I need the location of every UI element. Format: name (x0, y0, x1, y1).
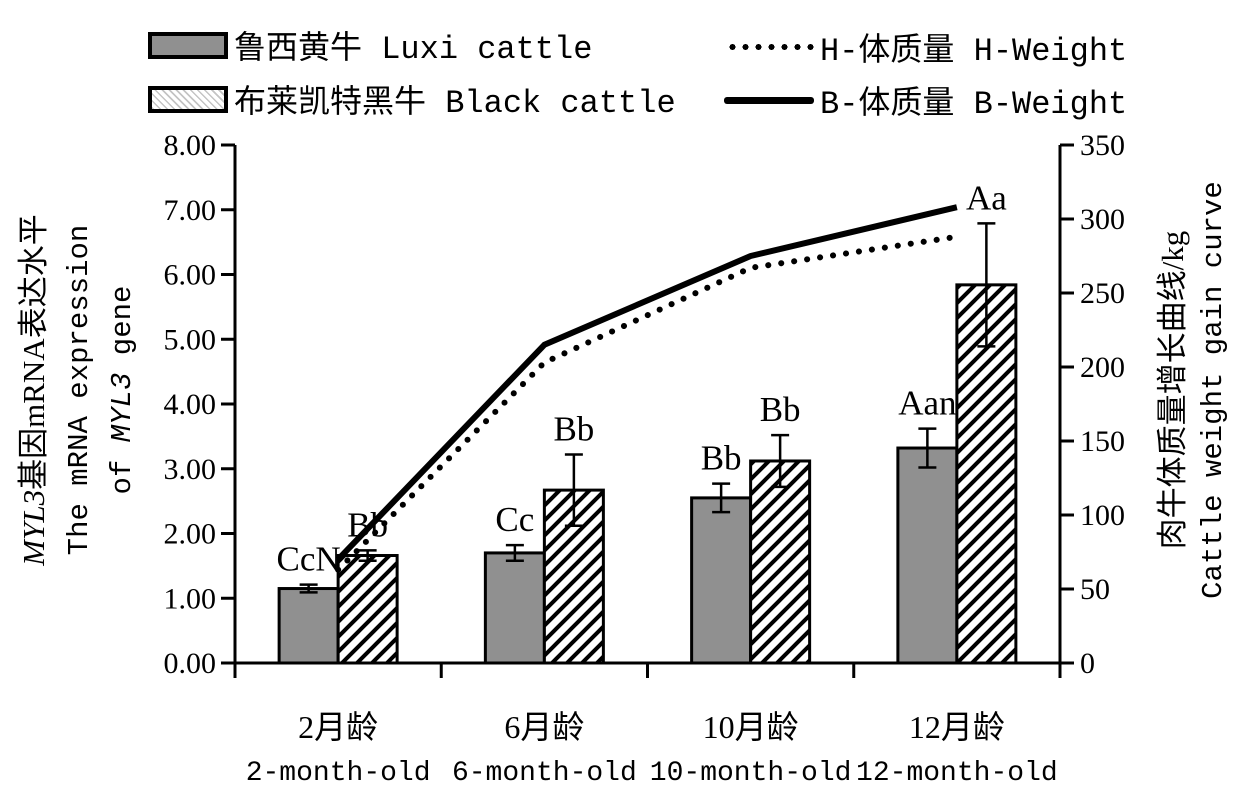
legend-item-luxi-cattle: 鲁西黄牛 Luxi cattle (148, 22, 592, 68)
left-tick-label: 7.00 (164, 194, 217, 227)
solid-line-swatch-icon (724, 96, 814, 104)
bar-annotation: Bb (760, 390, 801, 429)
bar (483, 551, 546, 665)
right-axis-title-line: 肉牛体质量增长曲线/kg (1155, 231, 1190, 550)
legend-item-b-weight: B-体质量 B-Weight (724, 77, 1127, 123)
bar-annotations: CcN Cc Bb Aan Bb Bb Bb Aa (277, 178, 1008, 578)
x-label-en: 6-month-old (452, 758, 637, 789)
left-axis-title-line: MYL3基因mRNA表达水平 (16, 214, 51, 566)
bar-annotation: Cc (495, 500, 534, 539)
bar (336, 554, 399, 665)
left-tick-label: 2.00 (164, 518, 217, 551)
bar-groups (277, 283, 1018, 665)
line-h-weight (335, 233, 960, 573)
right-tick-label: 100 (1080, 499, 1125, 532)
right-tick-label: 50 (1080, 573, 1110, 606)
left-tick-label: 5.00 (164, 323, 217, 356)
dotted-line-swatch-icon (726, 43, 814, 51)
left-axis-title-line: The mRNA expression (63, 225, 96, 556)
gray-bar-swatch-icon (148, 31, 228, 59)
x-axis-labels: 2月龄 6月龄 10月龄 12月龄 2-month-old 6-month-old 10-m… (246, 709, 1058, 789)
x-label-cn: 6月龄 (504, 709, 584, 745)
right-axis-title: 肉牛体质量增长曲线/kg Cattle weight gain curve (1155, 181, 1230, 599)
bar-annotation: Aan (898, 384, 956, 423)
error-bars (299, 222, 996, 594)
x-label-cn: 10月龄 (703, 709, 799, 745)
left-tick-label: 6.00 (164, 259, 217, 292)
x-label-en: 12-month-old (856, 758, 1058, 789)
bar (690, 496, 753, 665)
hatched-bar-swatch-icon (148, 85, 228, 113)
legend-item-black-cattle: 布莱凯特黑牛 Black cattle (148, 76, 676, 122)
x-label-en: 2-month-old (246, 758, 431, 789)
bar (277, 587, 340, 665)
bar (749, 459, 812, 665)
left-axis-title-line: of MYL3 gene (106, 286, 139, 495)
line-b-weight (335, 204, 958, 562)
left-axis-title: MYL3基因mRNA表达水平 The mRNA expression of MYL3… (16, 214, 139, 566)
legend-item-h-weight: H-体质量 H-Weight (726, 24, 1127, 70)
left-tick-label: 3.00 (164, 453, 217, 486)
right-tick-label: 200 (1080, 351, 1125, 384)
x-label-en: 10-month-old (650, 758, 852, 789)
x-axis-ticks (233, 663, 1062, 678)
left-tick-label: 4.00 (164, 388, 217, 421)
right-tick-label: 300 (1080, 203, 1125, 236)
bar (955, 283, 1018, 665)
legend-label-luxi: 鲁西黄牛 Luxi cattle (234, 31, 593, 68)
right-tick-label: 0 (1080, 647, 1095, 680)
bar (896, 446, 959, 665)
x-label-cn: 2月龄 (298, 709, 378, 745)
bar-annotation: Aa (966, 178, 1007, 217)
bar-annotation: Bb (553, 410, 594, 449)
legend-label-b-weight: B-体质量 B-Weight (820, 86, 1128, 123)
bars-luxi (277, 446, 959, 665)
right-tick-label: 250 (1080, 277, 1125, 310)
right-axis-ticks: 0 50 100 150 200 250 300 350 (1060, 129, 1125, 680)
left-tick-label: 1.00 (164, 582, 217, 615)
right-tick-label: 350 (1080, 129, 1125, 162)
right-tick-label: 150 (1080, 425, 1125, 458)
bar-annotation: CcN (277, 540, 341, 579)
bar-annotation: Bb (701, 439, 742, 478)
right-axis-title-line: Cattle weight gain curve (1197, 181, 1230, 599)
left-tick-label: 8.00 (164, 129, 217, 162)
x-label-cn: 12月龄 (909, 709, 1005, 745)
bar-annotation: Bb (347, 505, 388, 544)
left-tick-label: 0.00 (164, 647, 217, 680)
left-axis-ticks: 0.00 1.00 2.00 3.00 4.00 5.00 6.00 7.00 8.00 (164, 129, 235, 680)
legend-label-h-weight: H-体质量 H-Weight (820, 33, 1128, 70)
legend-label-black: 布莱凯特黑牛 Black cattle (234, 85, 676, 122)
